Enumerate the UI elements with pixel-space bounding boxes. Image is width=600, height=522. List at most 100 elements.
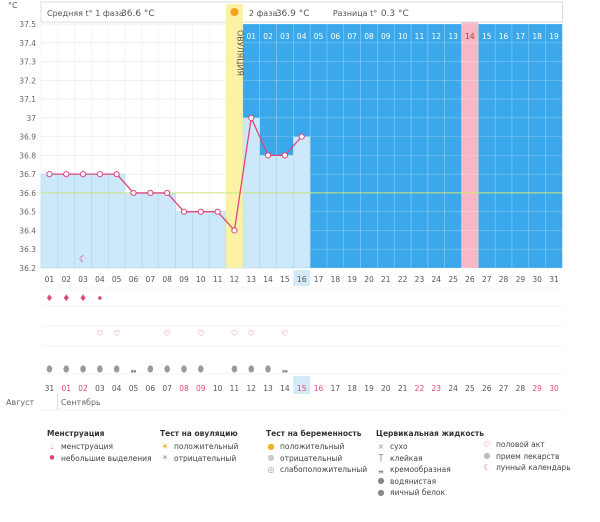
phase1-value: 36.6 °C xyxy=(121,9,155,19)
temperature-point xyxy=(180,208,188,215)
cycle-day-label: 02 xyxy=(61,275,71,284)
temperature-point xyxy=(113,171,120,178)
luteal-day-label: 06 xyxy=(331,32,341,41)
legend-intercourse-label: половой акт xyxy=(496,440,545,450)
cycle-day-label: 16 xyxy=(297,275,307,284)
temperature-point xyxy=(214,208,221,215)
light-spotting-icon xyxy=(98,296,102,300)
luteal-day-label: 19 xyxy=(549,32,559,41)
calendar-date-label: 06 xyxy=(146,384,156,393)
temperature-fill xyxy=(91,173,109,269)
calendar-date-label: 16 xyxy=(314,384,324,393)
cycle-day-label: 28 xyxy=(499,275,509,284)
y-tick-label: 37.3 xyxy=(19,58,36,67)
cycle-day-label: 22 xyxy=(398,275,408,284)
temperature-fill xyxy=(74,173,92,269)
calendar-date-label: 26 xyxy=(482,384,492,393)
phase1-label: Средняя t° 1 фаза xyxy=(47,9,124,18)
cycle-day-label: 11 xyxy=(213,275,223,284)
cycle-day-label: 14 xyxy=(263,275,273,284)
y-tick-label: 36.2 xyxy=(19,264,36,273)
watery-icon: ● xyxy=(377,476,385,486)
y-tick-label: 36.4 xyxy=(19,226,36,235)
moon-icon: ☾ xyxy=(79,255,87,265)
unit-label: °C xyxy=(8,1,18,10)
pregnancy-negative-icon: ● xyxy=(267,453,275,463)
legend-eggwhite-label: яичный белок xyxy=(390,488,446,498)
luteal-day-label: 11 xyxy=(415,32,425,41)
legend-pregnancy-weak-label: слабоположительный xyxy=(280,465,368,475)
temperature-fill xyxy=(57,173,75,269)
calendar-date-label: 08 xyxy=(179,384,189,393)
calendar-date-label: 22 xyxy=(415,384,425,393)
temperature-line xyxy=(49,115,303,232)
cycle-day-label: 26 xyxy=(465,275,475,284)
luteal-day-label: 10 xyxy=(398,32,408,41)
y-tick-label: 37.1 xyxy=(19,95,36,104)
temperature-point xyxy=(79,171,87,178)
y-tick-label: 36.6 xyxy=(19,189,36,198)
legend-other: ♡ половой акт ● прием лекарств ☾ лунный кал… xyxy=(482,439,570,474)
legend-mucus-title: Цервикальная жидкость xyxy=(376,429,485,438)
sun-negative-icon: ☀ xyxy=(161,453,169,463)
calendar-date-label: 18 xyxy=(347,384,357,393)
luteal-day-label: 08 xyxy=(364,32,374,41)
legend-menstruation: Менструация 💧︎ менструация ● небольшие выд… xyxy=(47,428,152,464)
luteal-day-label: 13 xyxy=(448,32,458,41)
calendar-date-label: 31 xyxy=(45,384,55,393)
calendar-date-label: 20 xyxy=(381,384,391,393)
month-prev-label: Август xyxy=(6,398,35,407)
cycle-day-label: 17 xyxy=(314,275,324,284)
luteal-day-label: 07 xyxy=(347,32,357,41)
current-date-highlight xyxy=(293,376,311,394)
y-tick-label: 36.5 xyxy=(19,208,36,217)
calendar-date-label: 24 xyxy=(448,384,458,393)
heart-icon: ♡ xyxy=(197,329,204,338)
temperature-point xyxy=(197,208,204,215)
legend-medication-label: прием лекарств xyxy=(496,451,560,461)
calendar-date-label: 09 xyxy=(196,384,206,393)
heart-icon: ♡ xyxy=(96,329,103,338)
legend-pregnancy-negative-label: отрицательный xyxy=(280,453,343,463)
light-spotting-icon: ● xyxy=(49,454,55,462)
watery-icon xyxy=(63,365,70,373)
calendar-date-label: 28 xyxy=(516,384,526,393)
legend-menstruation-title: Менструация xyxy=(47,429,105,438)
cycle-day-label: 31 xyxy=(549,275,559,284)
cycle-day-label: 12 xyxy=(230,275,240,284)
phase2-label: 2 фаза xyxy=(249,9,278,18)
calendar-date-label: 05 xyxy=(129,384,139,393)
temperature-point xyxy=(164,189,171,197)
legend-dry-label: сухо xyxy=(390,442,408,452)
moon-icon: ☾ xyxy=(483,462,491,472)
cycle-day-label: 07 xyxy=(146,275,156,284)
temperature-point xyxy=(96,171,103,178)
watery-icon xyxy=(113,365,120,373)
heart-icon: ♡ xyxy=(164,329,171,338)
current-day-highlight xyxy=(293,270,311,286)
cycle-day-label: 24 xyxy=(431,275,441,284)
pregnancy-weak-icon: ◎ xyxy=(267,464,275,474)
calendar-date-label: 01 xyxy=(61,384,71,393)
calendar-date-label: 04 xyxy=(112,384,122,393)
cycle-day-label: 15 xyxy=(280,275,290,284)
temperature-fill xyxy=(293,136,311,269)
temperature-fill xyxy=(124,192,143,269)
legend-sticky-label: клейкая xyxy=(390,453,423,463)
temperature-point xyxy=(231,227,238,234)
watery-icon xyxy=(197,365,204,373)
legend-creamy-label: кремообразная xyxy=(390,465,451,475)
dry-icon: × xyxy=(377,441,385,451)
cycle-day-label: 25 xyxy=(448,275,458,284)
y-tick-label: 36.9 xyxy=(19,133,36,142)
temperature-fill xyxy=(108,173,126,269)
calendar-date-label: 11 xyxy=(230,384,240,393)
calendar-date-label: 29 xyxy=(532,384,542,393)
temperature-point xyxy=(147,189,154,197)
luteal-day-label: 12 xyxy=(431,32,441,41)
cycle-day-label: 18 xyxy=(331,275,341,284)
heart-icon: ♡ xyxy=(281,329,288,338)
calendar-date-label: 15 xyxy=(297,384,307,393)
watery-icon xyxy=(231,365,238,373)
legend-ovulation-test: Тест на овуляцию ☀ положительный ☀ отрицат… xyxy=(160,428,238,464)
